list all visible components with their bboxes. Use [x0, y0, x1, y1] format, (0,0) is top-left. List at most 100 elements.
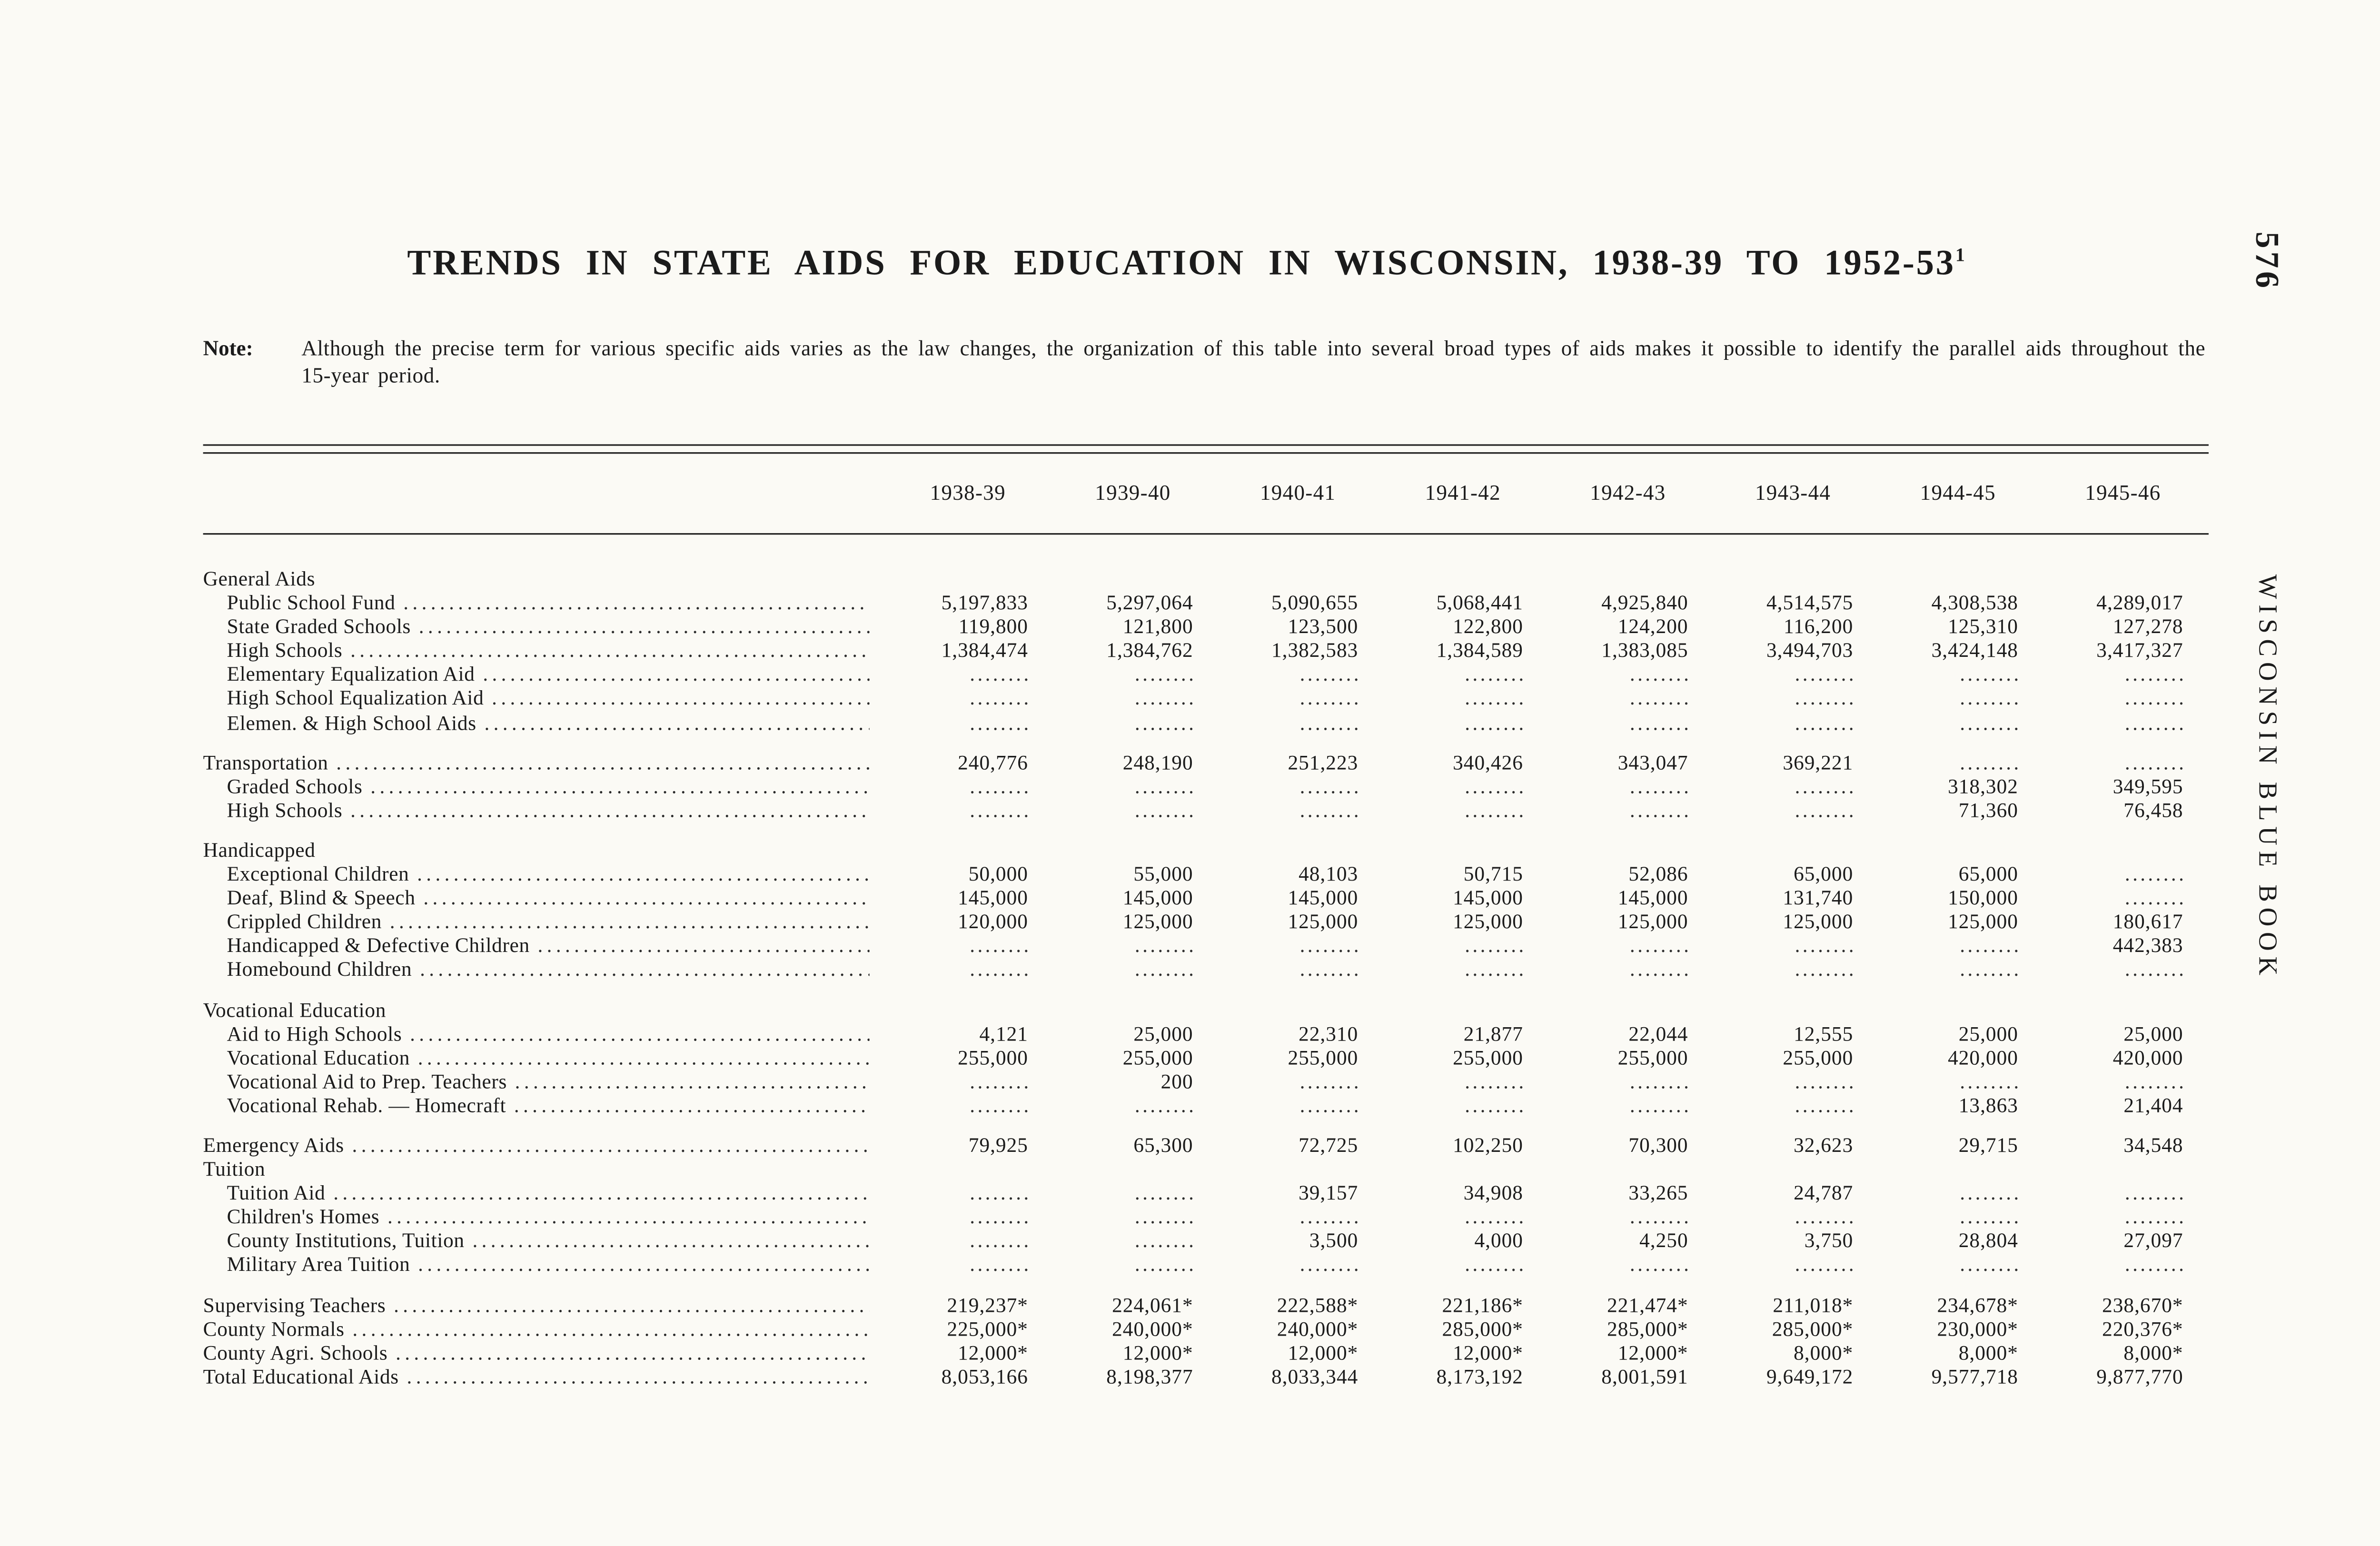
cell-value: ........: [1795, 1093, 1856, 1117]
row-label: Emergency Aids: [203, 1132, 344, 1157]
table-row: Deaf, Blind & Speech 145,000 145,000 145,00…: [203, 885, 2209, 909]
cell-value: 145,000: [1122, 885, 1193, 910]
cell-value: ........: [2124, 957, 2187, 981]
cell-value: 125,000: [1948, 909, 2018, 933]
column-header: 1942-43: [1590, 480, 1666, 505]
row-stub: High Schools: [203, 798, 885, 822]
cell-value: 255,000: [958, 1045, 1028, 1069]
cell-value: 285,000*: [1442, 1316, 1523, 1340]
cell-value: ........: [1465, 1069, 1527, 1093]
table-row: County Agri. Schools 12,000* 12,000* 12,000…: [203, 1340, 2209, 1364]
cell-value: 4,308,538: [1931, 590, 2018, 614]
cell-value: ........: [1134, 1204, 1197, 1229]
row-stub: Handicapped: [203, 838, 885, 862]
cell-value: ........: [1960, 957, 2022, 981]
cell-value: 8,033,344: [1271, 1364, 1359, 1388]
cell-value: ........: [2124, 1204, 2187, 1229]
cell-value: 125,000: [1122, 909, 1193, 933]
cell-value: 4,925,840: [1601, 590, 1688, 614]
cell-value: 220,376*: [2102, 1316, 2183, 1340]
dot-leader: [350, 798, 870, 822]
row-stub: County Agri. Schools: [203, 1340, 885, 1364]
cell-value: 125,000: [1617, 909, 1688, 933]
table-note: Note: Although the precise term for vari…: [203, 337, 2206, 389]
cell-value: 9,877,770: [2096, 1364, 2183, 1388]
cell-value: ........: [1465, 1204, 1527, 1229]
cell-value: ........: [970, 686, 1031, 710]
cell-value: 34,908: [1463, 1180, 1523, 1205]
row-stub: Supervising Teachers: [203, 1292, 885, 1316]
cell-value: 8,198,377: [1106, 1364, 1193, 1388]
cell-value: 125,000: [1288, 909, 1359, 933]
title-footnote-marker: 1: [1955, 243, 1965, 266]
cell-value: ........: [1960, 662, 2022, 686]
row-label: Homebound Children: [227, 957, 412, 981]
cell-value: 221,186*: [1442, 1292, 1523, 1317]
cell-value: 21,404: [2123, 1093, 2183, 1117]
dot-leader: [419, 614, 870, 638]
column-header: 1938-39: [930, 480, 1006, 505]
row-label: Elementary Equalization Aid: [227, 662, 475, 686]
cell-value: ........: [1134, 957, 1197, 981]
cell-value: 145,000: [958, 885, 1028, 910]
table-header-row: 1938-39 1939-40 1940-41 1941-42 1942-43 1943-…: [203, 454, 2209, 533]
dot-leader: [418, 1045, 870, 1069]
cell-value: 121,800: [1122, 614, 1193, 638]
cell-value: ........: [1299, 1093, 1361, 1117]
cell-value: ........: [1795, 957, 1856, 981]
cell-value: 4,289,017: [2096, 590, 2183, 614]
cell-value: 32,623: [1794, 1132, 1854, 1157]
cell-value: 230,000*: [1937, 1316, 2018, 1340]
dot-leader: [390, 910, 870, 933]
row-stub: Exceptional Children: [203, 862, 885, 885]
cell-value: ........: [1299, 686, 1361, 710]
cell-value: ........: [1795, 798, 1856, 822]
dot-leader: [484, 710, 869, 734]
cell-value: 22,310: [1299, 1021, 1359, 1045]
cell-value: 5,090,655: [1271, 590, 1359, 614]
cell-value: 125,310: [1948, 614, 2018, 638]
cell-value: 150,000: [1948, 885, 2018, 910]
header-bottom-rule: [203, 533, 2209, 535]
row-label: County Normals: [203, 1316, 345, 1340]
table-row: Exceptional Children 50,000 55,000 48,103 50…: [203, 862, 2209, 885]
cell-value: ........: [1299, 1069, 1361, 1093]
cell-value: ........: [970, 1252, 1031, 1277]
cell-value: 349,595: [2112, 773, 2183, 798]
row-stub: County Normals: [203, 1316, 885, 1340]
row-stub: Elementary Equalization Aid: [203, 662, 885, 686]
cell-value: ........: [1299, 1204, 1361, 1229]
cell-value: 116,200: [1784, 614, 1854, 638]
cell-value: 255,000: [1288, 1045, 1359, 1069]
cell-value: ........: [970, 1204, 1031, 1229]
cell-value: 4,250: [1639, 1229, 1688, 1253]
cell-value: ........: [1465, 710, 1527, 734]
cell-value: ........: [970, 1180, 1031, 1205]
row-label: Vocational Rehab. — Homecraft: [227, 1093, 506, 1117]
cell-value: ........: [1795, 1069, 1856, 1093]
table-row: Supervising Teachers 219,237* 224,061* 222,…: [203, 1292, 2209, 1316]
table-row: Homebound Children......................…: [203, 957, 2209, 981]
cell-value: 65,300: [1133, 1132, 1193, 1157]
cell-value: 72,725: [1299, 1132, 1359, 1157]
cell-value: 65,000: [1794, 862, 1854, 886]
dot-leader: [418, 1252, 870, 1276]
cell-value: 71,360: [1958, 798, 2018, 822]
cell-value: 240,000*: [1277, 1316, 1359, 1340]
dot-leader: [350, 638, 870, 662]
cell-value: 5,068,441: [1436, 590, 1523, 614]
cell-value: ........: [1795, 686, 1856, 710]
cell-value: 125,000: [1783, 909, 1854, 933]
cell-value: ........: [2124, 885, 2187, 910]
cell-value: ........: [1629, 1204, 1692, 1229]
row-stub: Homebound Children: [203, 957, 885, 981]
cell-value: ........: [970, 710, 1031, 734]
cell-value: ........: [1629, 1093, 1692, 1117]
row-label: Exceptional Children: [227, 862, 409, 886]
table-top-double-rule: [203, 444, 2209, 454]
cell-value: 131,740: [1783, 885, 1854, 910]
table-row: County Institutions, Tuition............…: [203, 1229, 2209, 1252]
cell-value: 1,382,583: [1271, 638, 1359, 662]
row-label: Supervising Teachers: [203, 1292, 386, 1317]
table-row: Elementary Equalization Aid.............…: [203, 662, 2209, 686]
